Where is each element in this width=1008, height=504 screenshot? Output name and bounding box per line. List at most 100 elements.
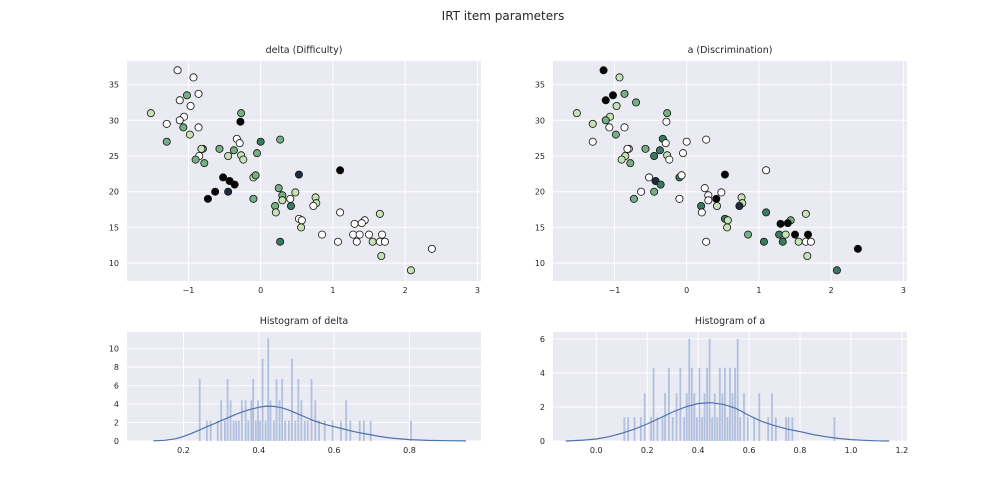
scatter-point (215, 144, 224, 153)
scatter-point (783, 219, 792, 228)
scatter-point (623, 144, 632, 153)
scatter-point (185, 130, 194, 139)
histogram-bar (272, 420, 275, 441)
histogram-bar (358, 420, 361, 441)
histogram-bar (250, 400, 253, 441)
histogram-bar (667, 367, 670, 441)
histogram-bar (252, 379, 255, 441)
scatter-point (704, 196, 713, 205)
histogram-bar (671, 417, 674, 441)
scatter-point (712, 201, 721, 210)
y-tick-label: 4 (540, 369, 545, 378)
histogram-bar (240, 400, 243, 441)
histogram-bar (833, 417, 836, 441)
scatter-point (735, 201, 744, 210)
scatter-point (615, 73, 624, 82)
y-tick-label: 15 (535, 223, 545, 232)
scatter-point (251, 171, 260, 180)
scatter-point (286, 194, 295, 203)
x-tick-label: 0.4 (252, 446, 265, 455)
scatter-point (380, 237, 389, 246)
histogram-bar (774, 417, 777, 441)
y-tick-label: 0 (114, 437, 119, 446)
scatter-point (608, 91, 617, 100)
scatter-point (572, 109, 581, 118)
scatter-point (762, 208, 771, 217)
scatter-point (224, 151, 233, 160)
histogram-bar (623, 417, 626, 441)
histogram-bar (278, 400, 281, 441)
chart-panel-4: 0.0 0.2 0.4 0.6 0.8 1.0 1.2 0 2 4 6 Histogram of a (540, 316, 908, 455)
scatter-point (318, 230, 327, 239)
scatter-point (297, 216, 306, 225)
scatter-point (276, 237, 285, 246)
histogram-bar (254, 420, 257, 441)
scatter-point (853, 244, 862, 253)
histogram-bar (661, 417, 664, 441)
scatter-point (632, 98, 641, 107)
scatter-point (256, 137, 265, 146)
scatter-point (781, 230, 790, 239)
scatter-point (605, 123, 614, 132)
histogram-bar (259, 420, 261, 441)
histogram-bar (331, 420, 334, 441)
plot-area (553, 61, 907, 281)
histogram-bar (261, 358, 264, 441)
histogram-bar (229, 400, 232, 441)
scatter-point (655, 146, 664, 155)
chart-panel-1: −1 0 1 2 3 10 15 20 25 30 35 delta (Difficulty) (109, 45, 481, 295)
scatter-point (309, 201, 318, 210)
kde-curve (153, 405, 466, 442)
scatter-point (617, 155, 626, 164)
scatter-point (355, 230, 364, 239)
y-tick-label: 4 (114, 400, 119, 409)
scatter-point (350, 219, 359, 228)
scatter-point (378, 230, 387, 239)
scatter-point (723, 216, 732, 225)
histogram-bar (303, 420, 306, 441)
scatter-point (832, 266, 841, 275)
histogram-bar (216, 420, 219, 441)
scatter-point (712, 194, 721, 203)
chart-panel-3: 0.2 0.4 0.6 0.8 0 2 4 6 8 10 Histogram of delta (109, 316, 481, 455)
histogram-bar (267, 338, 270, 441)
x-tick-label: 2 (829, 286, 834, 295)
chart-panel-2: −1 0 1 2 3 10 15 20 25 30 35 a (Discrimination) (535, 45, 907, 295)
histogram-bar (791, 417, 794, 441)
scatter-point (720, 170, 729, 179)
scatter-point (588, 137, 597, 146)
histogram-bar (650, 417, 652, 441)
y-tick-label: 6 (114, 382, 119, 391)
x-tick-label: 2 (403, 286, 408, 295)
scatter-point (611, 130, 620, 139)
scatter-point (626, 159, 635, 168)
histogram-bar (758, 393, 761, 441)
scatter-point (801, 209, 810, 218)
scatter-point (333, 237, 342, 246)
histogram-bar (369, 420, 372, 441)
x-tick-label: 1.0 (845, 446, 858, 455)
histogram-bar (269, 400, 272, 441)
scatter-point (682, 137, 691, 146)
scatter-point (173, 66, 182, 75)
scatter-point (162, 119, 171, 128)
kde-curve (565, 402, 890, 442)
histogram-bar (690, 367, 693, 441)
histogram-bar (743, 393, 745, 441)
figure-title: IRT item parameters (442, 9, 565, 23)
histogram-bar (226, 379, 229, 441)
scatter-point (179, 123, 188, 132)
scatter-point (236, 117, 245, 126)
y-tick-label: 2 (114, 419, 119, 428)
histogram-bar (264, 420, 267, 441)
histogram-bar (675, 393, 678, 441)
x-tick-label: −1 (609, 286, 621, 295)
scatter-point (182, 91, 191, 100)
scatter-point (650, 151, 659, 160)
scatter-point (189, 73, 198, 82)
histogram-bar (716, 417, 719, 441)
scatter-point (744, 230, 753, 239)
scatter-point (368, 237, 377, 246)
histogram-bar (198, 379, 201, 441)
